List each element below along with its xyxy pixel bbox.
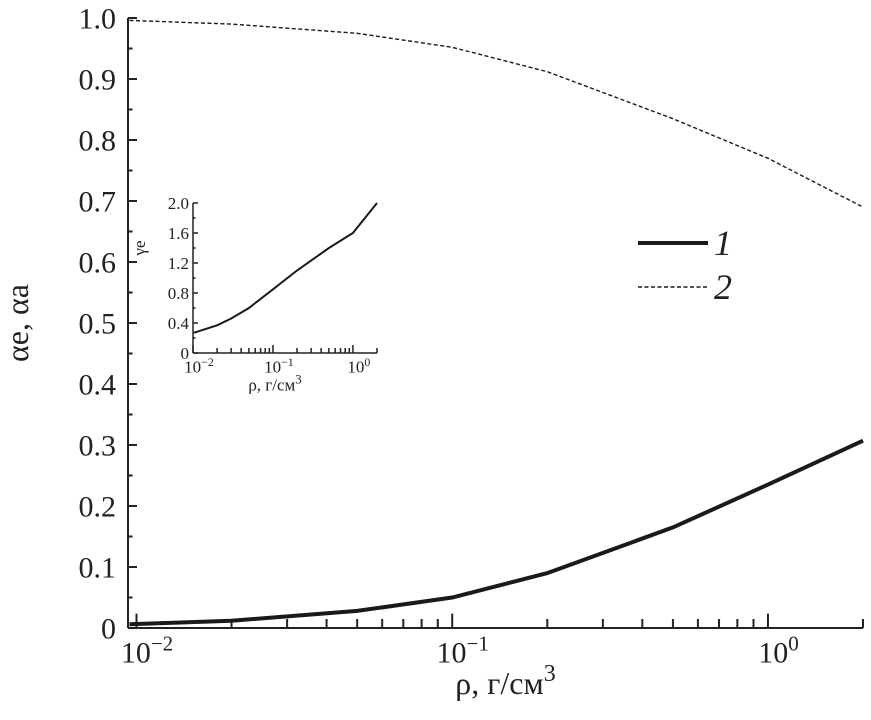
y-tick-label: 0.8 xyxy=(79,125,117,158)
x-tick-label: 100 xyxy=(347,355,370,377)
y-tick-label: 0.9 xyxy=(79,64,117,97)
y-tick-label: 0.3 xyxy=(79,430,117,463)
legend-label-1: 1 xyxy=(714,223,732,263)
x-tick-label: 10−1 xyxy=(264,355,294,377)
x-tick-label: 100 xyxy=(758,632,799,670)
series-line-2 xyxy=(129,19,864,208)
y-axis-label: γe xyxy=(130,240,149,256)
y-tick-label: 1.6 xyxy=(168,224,189,243)
y-tick-label: 0.4 xyxy=(79,369,117,402)
x-axis-label: ρ, г/см3 xyxy=(248,373,301,395)
x-tick-label: 10−2 xyxy=(121,632,173,670)
y-tick-label: 1.2 xyxy=(168,254,189,273)
series-line-0 xyxy=(193,202,378,334)
y-axis-label: αe, αa xyxy=(0,284,35,362)
y-tick-label: 0.6 xyxy=(79,247,117,280)
main-plot: 0 0.1 0.2 0.3 0.4 0.5 0.6 0.7 0.8 0.9 1.0 10−2 10−1 1… xyxy=(0,3,864,701)
y-tick-label: 2.0 xyxy=(168,194,189,213)
y-tick-label: 0.8 xyxy=(168,284,189,303)
y-tick-label: 0.2 xyxy=(79,491,117,524)
y-tick-label: 0 xyxy=(181,344,190,363)
x-axis-label: ρ, г/см3 xyxy=(455,661,555,701)
x-tick-label: 10−1 xyxy=(437,632,489,670)
y-tick-label: 1.0 xyxy=(79,3,117,36)
x-tick-label: 10−2 xyxy=(184,355,214,377)
y-tick-label: 0 xyxy=(101,613,116,646)
y-tick-label: 0.4 xyxy=(168,314,190,333)
y-tick-label: 0.7 xyxy=(79,186,117,219)
inset-plot: 0 0.4 0.8 1.2 1.6 2.0 10−2 10−1 100 ρ, г/см3 γe xyxy=(130,194,378,395)
y-tick-label: 0.5 xyxy=(79,308,117,341)
series-line-1 xyxy=(129,438,864,627)
y-tick-label: 0.1 xyxy=(79,552,117,585)
legend-label-2: 2 xyxy=(714,267,732,307)
